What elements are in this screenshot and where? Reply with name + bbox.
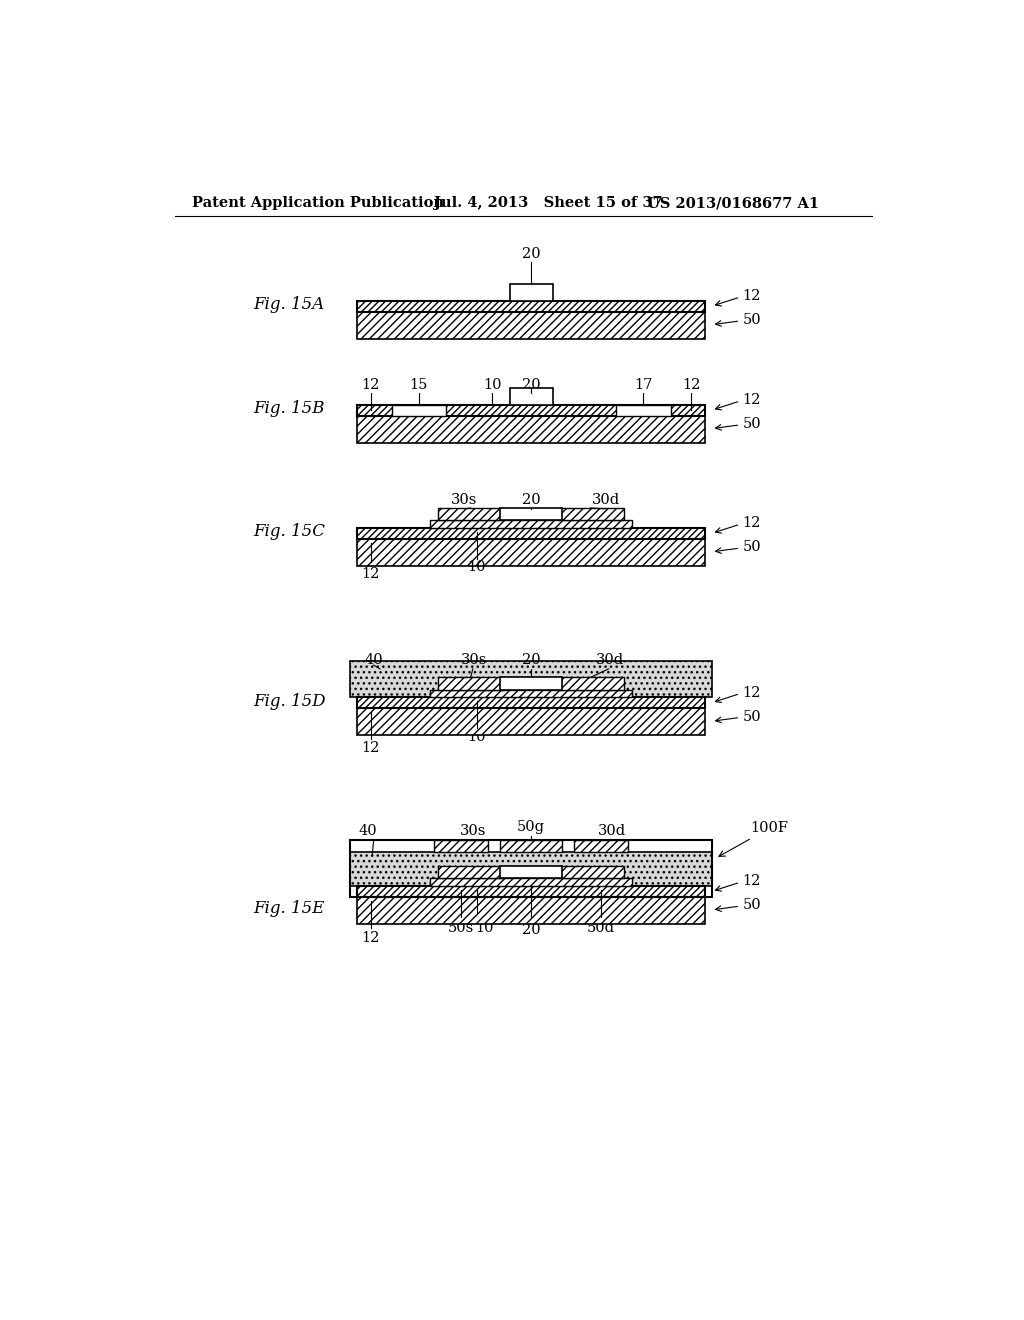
Text: 20: 20 — [521, 494, 541, 507]
Text: 12: 12 — [742, 289, 761, 304]
Text: 30s: 30s — [461, 653, 487, 668]
Bar — [500, 677, 562, 689]
Bar — [350, 853, 712, 886]
Text: 50: 50 — [742, 417, 761, 432]
Text: 12: 12 — [742, 516, 761, 531]
Bar — [356, 708, 706, 735]
Text: 20: 20 — [521, 247, 541, 261]
Bar — [558, 677, 624, 689]
Bar — [558, 508, 624, 520]
Text: 12: 12 — [682, 378, 700, 392]
Text: 10: 10 — [468, 561, 486, 574]
Bar — [356, 539, 706, 566]
Bar — [356, 886, 706, 896]
Text: 50d: 50d — [587, 921, 614, 935]
Text: 50s: 50s — [449, 921, 474, 935]
Text: 30d: 30d — [592, 494, 621, 507]
Bar — [356, 405, 706, 416]
Text: 40: 40 — [359, 824, 378, 838]
Text: 10: 10 — [483, 378, 502, 392]
Text: 50: 50 — [742, 540, 761, 554]
Bar — [558, 866, 624, 878]
Text: 20: 20 — [521, 653, 541, 668]
Text: 10: 10 — [468, 730, 486, 743]
Bar — [434, 840, 488, 853]
Text: 12: 12 — [361, 568, 380, 581]
Text: 30d: 30d — [598, 824, 627, 838]
Bar — [510, 284, 553, 301]
Text: 12: 12 — [742, 393, 761, 407]
Text: 30s: 30s — [460, 824, 486, 838]
Bar — [510, 388, 553, 405]
Text: 50: 50 — [742, 899, 761, 912]
Bar — [430, 520, 632, 528]
Bar — [350, 661, 712, 697]
Bar — [438, 866, 504, 878]
Text: 12: 12 — [742, 874, 761, 888]
Text: Fig. 15C: Fig. 15C — [254, 523, 326, 540]
Bar — [356, 896, 706, 924]
Text: Patent Application Publication: Patent Application Publication — [191, 197, 443, 210]
Bar — [350, 840, 712, 896]
Text: 30d: 30d — [596, 653, 624, 668]
Text: Fig. 15A: Fig. 15A — [254, 296, 325, 313]
Text: Fig. 15E: Fig. 15E — [254, 900, 325, 917]
Bar — [500, 866, 562, 878]
Text: 15: 15 — [410, 378, 428, 392]
Bar — [391, 405, 445, 416]
Bar — [573, 840, 628, 853]
Bar — [356, 697, 706, 708]
Text: US 2013/0168677 A1: US 2013/0168677 A1 — [647, 197, 819, 210]
Text: 50: 50 — [742, 313, 761, 327]
Bar — [356, 312, 706, 339]
Text: 50: 50 — [742, 710, 761, 723]
Text: 17: 17 — [634, 378, 652, 392]
Text: 40: 40 — [365, 653, 383, 668]
Text: 12: 12 — [742, 686, 761, 700]
Bar — [616, 405, 671, 416]
Text: 12: 12 — [361, 378, 380, 392]
Text: Jul. 4, 2013   Sheet 15 of 37: Jul. 4, 2013 Sheet 15 of 37 — [434, 197, 663, 210]
Bar — [356, 416, 706, 442]
Text: 20: 20 — [521, 923, 541, 937]
Bar — [438, 508, 504, 520]
Bar — [356, 528, 706, 539]
Bar — [430, 689, 632, 697]
Text: 30s: 30s — [451, 494, 477, 507]
Bar — [356, 301, 706, 312]
Text: 50g: 50g — [517, 821, 545, 834]
Bar — [438, 677, 504, 689]
Text: Fig. 15D: Fig. 15D — [254, 693, 327, 710]
Text: 20: 20 — [521, 378, 541, 392]
Text: Fig. 15B: Fig. 15B — [254, 400, 325, 417]
Text: 100F: 100F — [719, 821, 788, 857]
Text: 12: 12 — [361, 932, 380, 945]
Bar — [500, 508, 562, 520]
Bar — [430, 878, 632, 886]
Bar — [500, 840, 562, 853]
Text: 10: 10 — [475, 921, 494, 935]
Text: 12: 12 — [361, 741, 380, 755]
